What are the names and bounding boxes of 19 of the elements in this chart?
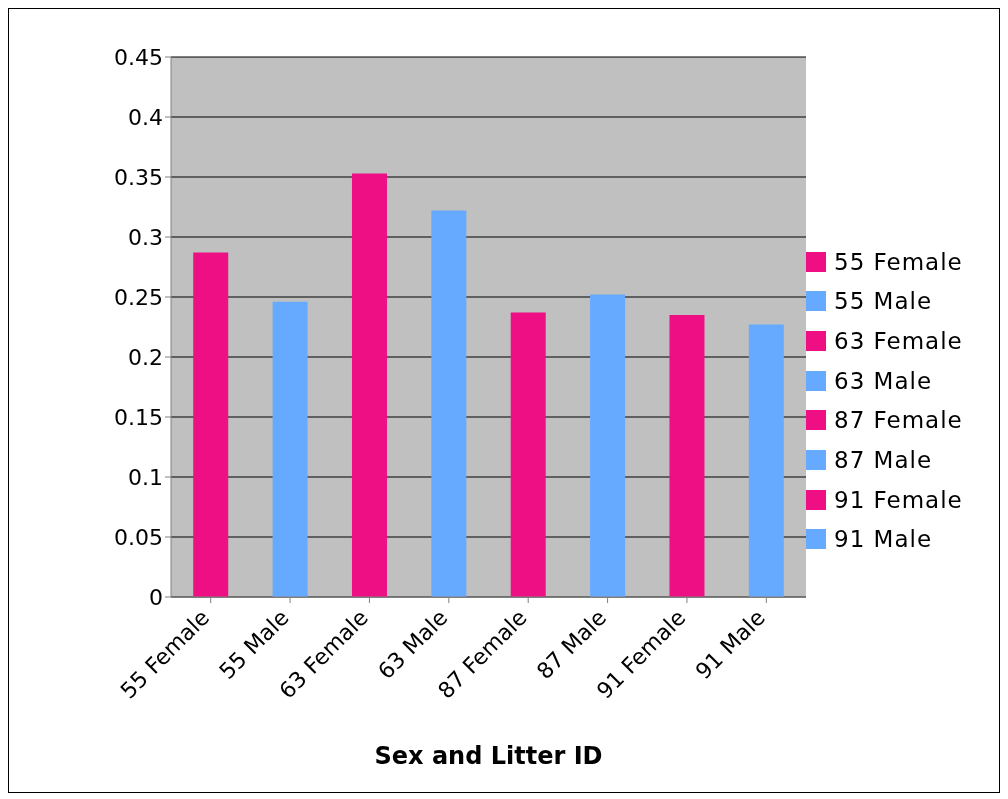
y-tick-label: 0.3 [128, 224, 163, 250]
y-tick-label: 0.05 [114, 524, 163, 550]
legend-label: 87 Female [834, 407, 963, 434]
legend-label: 91 Male [834, 526, 933, 553]
legend-label: 91 Female [834, 486, 963, 513]
y-tick-label: 0.35 [114, 164, 163, 190]
y-tick-label: 0.1 [128, 464, 163, 490]
y-tick-label: 0.45 [114, 44, 163, 70]
y-tick-label: 0.2 [128, 344, 163, 370]
legend-label: 87 Male [834, 447, 933, 474]
legend-label: 55 Male [834, 288, 933, 315]
legend-label: 63 Male [834, 367, 933, 394]
y-tick-label: 0 [149, 584, 163, 610]
legend-label: 63 Female [834, 327, 963, 354]
legend-label: 55 Female [834, 248, 963, 275]
y-tick-label: 0.25 [114, 284, 163, 310]
y-tick-label: 0.4 [128, 104, 163, 130]
x-axis-title: Sex and Litter ID [374, 742, 603, 770]
y-tick-label: 0.15 [114, 404, 163, 430]
